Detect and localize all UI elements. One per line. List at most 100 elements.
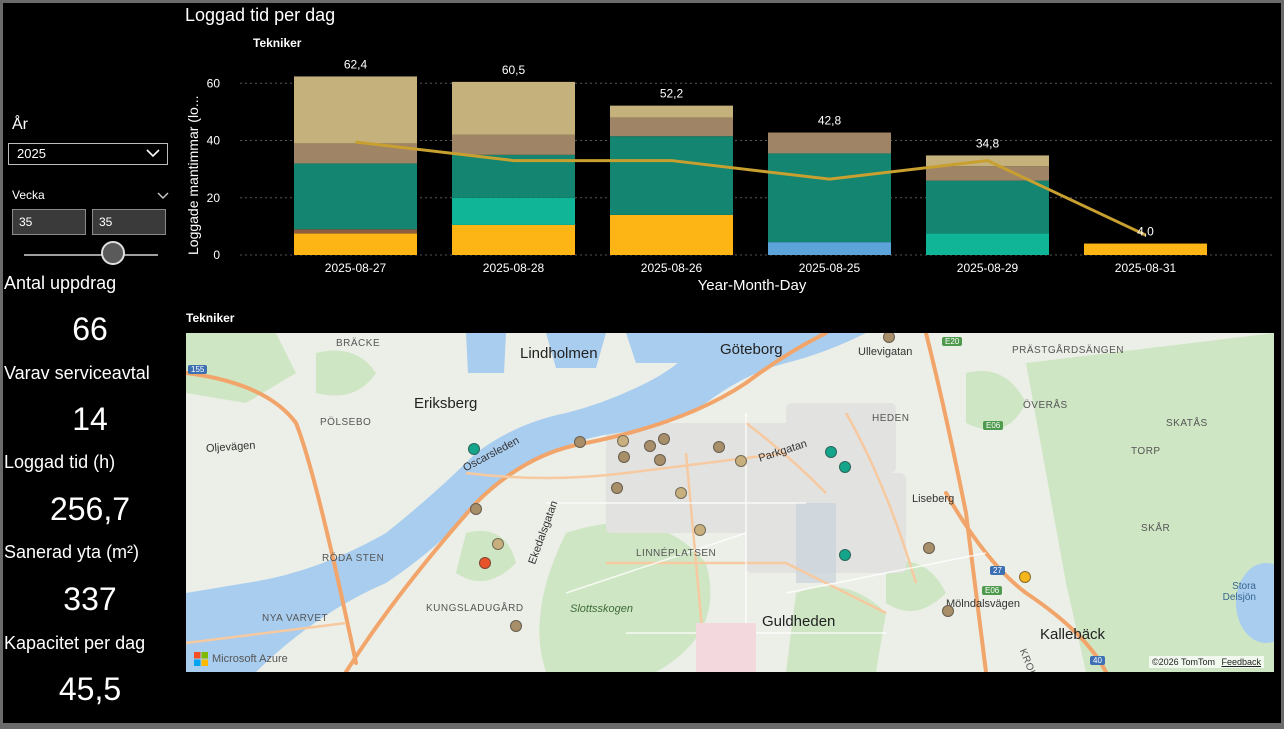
bar-segment[interactable] [294,229,417,234]
bar-segment[interactable] [452,224,575,255]
map-place-label: Mölndalsvägen [946,598,1020,610]
bar-total-label: 42,8 [818,114,842,128]
kpi-value-sanerad-yta: 337 [63,581,117,617]
bar-segment[interactable] [768,132,891,154]
map-marker[interactable] [644,440,656,452]
bar-segment[interactable] [452,197,575,225]
map-marker[interactable] [470,503,482,515]
bar-total-label: 4,0 [1137,225,1154,239]
feedback-link[interactable]: Feedback [1221,657,1261,667]
bar-segment[interactable] [610,136,733,215]
map-place-label: Lindholmen [520,345,598,362]
map-marker[interactable] [510,620,522,632]
bar-segment[interactable] [926,180,1049,234]
map-place-label: 40 [1090,656,1105,665]
x-tick-label: 2025-08-29 [957,261,1019,275]
map-place-label: ÖVERÅS [1023,400,1068,411]
bar-segment[interactable] [768,242,891,255]
x-tick-label: 2025-08-26 [641,261,703,275]
map-marker[interactable] [942,605,954,617]
map-marker[interactable] [713,441,725,453]
week-slider-handle[interactable] [101,241,125,265]
y-tick-label: 40 [207,134,221,148]
map-place-label: HEDEN [872,413,910,424]
map-marker[interactable] [468,443,480,455]
y-tick-label: 0 [213,248,220,262]
bar-segment[interactable] [610,117,733,137]
map-background [186,333,1274,672]
map-place-label: SKÅR [1141,523,1171,534]
bar-segment[interactable] [610,214,733,255]
bar-segment[interactable] [294,163,417,230]
map-marker[interactable] [617,435,629,447]
year-value: 2025 [17,146,46,161]
bar-total-label: 34,8 [976,136,1000,150]
map-marker[interactable] [883,333,895,343]
bar-segment[interactable] [452,81,575,135]
map-marker[interactable] [492,538,504,550]
chart-legend-title: Tekniker [253,36,302,50]
kpi-value-serviceavtal: 14 [72,401,108,437]
chart-title: Loggad tid per dag [185,5,336,25]
map-marker[interactable] [611,482,623,494]
map-marker[interactable] [479,557,491,569]
kpi-value-uppdrag: 66 [72,311,108,347]
map-marker[interactable] [654,454,666,466]
week-slider-track[interactable] [24,254,158,256]
map-place-label: Kallebäck [1040,626,1106,643]
bar-segment[interactable] [610,105,733,118]
map-place-label: E06 [982,586,1003,595]
kpi-value-kapacitet: 45,5 [58,671,122,707]
map-marker[interactable] [839,549,851,561]
bar-segment[interactable] [294,143,417,164]
year-dropdown[interactable]: 2025 [8,143,168,165]
map-place-label: Slottsskogen [570,603,633,615]
kpi-label-uppdrag: Antal uppdrag [4,273,117,293]
map[interactable]: Lindholmen Göteborg Ullevigatan BRÄCKE Eriks… [186,333,1274,672]
map-place-label: KUNGSLADUGÅRD [426,603,524,614]
x-tick-label: 2025-08-25 [799,261,861,275]
trend-line [355,140,1147,237]
chevron-down-icon[interactable] [157,187,169,205]
tomtom-attribution: ©2026 TomTom Feedback [1148,656,1264,668]
map-marker[interactable] [675,487,687,499]
bar-segment[interactable] [294,76,417,144]
kpi-value-loggad-tid: 256,7 [49,491,131,527]
week-label: Vecka [12,188,45,202]
map-marker[interactable] [1019,571,1031,583]
x-tick-label: 2025-08-31 [1115,261,1177,275]
map-marker[interactable] [825,446,837,458]
kpi-label-sanerad-yta: Sanerad yta (m²) [4,542,140,562]
bar-segment[interactable] [1084,243,1207,255]
map-marker[interactable] [735,455,747,467]
map-marker[interactable] [574,436,586,448]
map-title: Tekniker [186,311,235,325]
map-marker[interactable] [923,542,935,554]
kpi-label-serviceavtal: Varav serviceavtal [4,363,150,383]
map-place-label: Eriksberg [414,395,478,412]
week-from-input[interactable]: 35 [12,209,86,235]
map-place-label: 155 [188,365,208,374]
map-marker[interactable] [839,461,851,473]
map-place-label: LINNÉPLATSEN [636,548,717,559]
bar-segment[interactable] [768,153,891,243]
map-marker[interactable] [694,524,706,536]
bar-segment[interactable] [452,134,575,155]
bar-total-label: 62,4 [344,57,368,71]
map-place-label: NYA VARVET [262,613,329,624]
y-tick-label: 60 [207,76,221,90]
map-place-label: BRÄCKE [336,338,381,349]
map-marker[interactable] [658,433,670,445]
map-marker[interactable] [618,451,630,463]
bar-segment[interactable] [926,166,1049,181]
bar-segment[interactable] [294,233,417,255]
bar-segment[interactable] [926,233,1049,255]
week-to-input[interactable]: 35 [92,209,166,235]
map-place-label: Stora Delsjön [1222,581,1256,603]
map-place-label: Göteborg [720,341,783,358]
bar-chart[interactable]: 0 20 40 60 62,4 60,5 52,2 42,8 34,8 4,0 2025-08-… [180,55,1280,305]
map-place-label: E06 [983,421,1004,430]
map-place-label: E20 [942,337,963,346]
bar-total-label: 52,2 [660,87,684,101]
map-place-label: RÖDA STEN [322,553,385,564]
